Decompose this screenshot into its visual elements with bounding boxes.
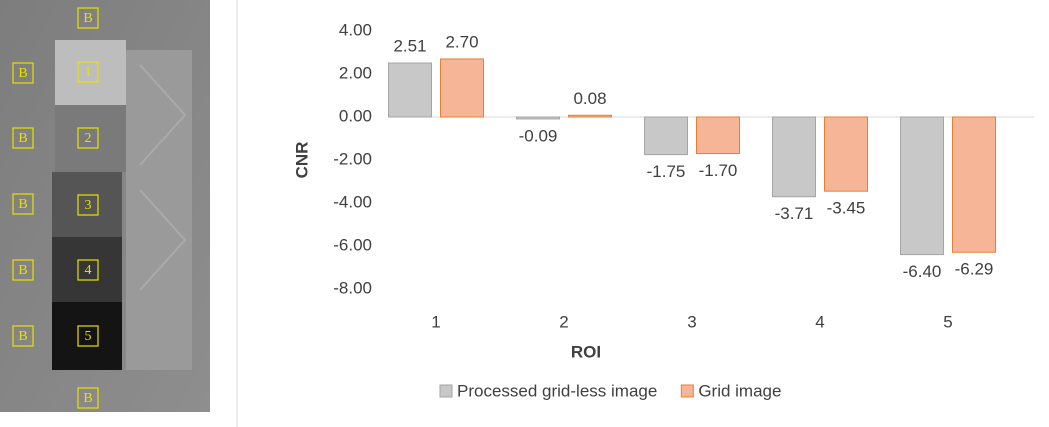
y-tick-label: 2.00 (339, 63, 372, 82)
legend-label: Grid image (698, 381, 781, 400)
bar (696, 116, 740, 155)
value-label: -3.45 (827, 199, 866, 218)
y-tick-label: 0.00 (339, 106, 372, 125)
roi-box (77, 127, 99, 149)
bar (900, 116, 944, 256)
x-tick-label: 4 (815, 312, 824, 331)
roi-label: 3 (85, 198, 92, 213)
roi-box (77, 325, 99, 347)
roi-square (52, 302, 122, 370)
roi-box (77, 194, 99, 216)
roi-square (52, 237, 122, 302)
x-tick-label: 1 (431, 312, 440, 331)
value-label: -0.09 (519, 126, 558, 145)
value-label: 0.08 (573, 89, 606, 108)
xray-image (0, 0, 210, 412)
y-tick-label: -6.00 (333, 235, 372, 254)
roi-label: B (18, 329, 27, 344)
roi-square (52, 172, 122, 237)
y-tick-label: -2.00 (333, 149, 372, 168)
roi-label: B (18, 197, 27, 212)
bar (824, 116, 868, 192)
value-label: -1.70 (699, 161, 738, 180)
roi-square (55, 40, 126, 105)
legend-label: Processed grid-less image (457, 381, 657, 400)
bar (644, 116, 688, 156)
value-label: -6.40 (903, 262, 942, 281)
roi-square (55, 105, 126, 172)
value-label: -3.71 (775, 204, 814, 223)
value-label: -6.29 (955, 260, 994, 279)
bar (952, 116, 996, 253)
x-axis-label: ROI (571, 342, 601, 361)
legend-swatch (680, 384, 694, 398)
y-tick-label: -8.00 (333, 278, 372, 297)
roi-label: 5 (85, 329, 92, 344)
y-tick-label: 4.00 (339, 20, 372, 39)
roi-label: B (18, 131, 27, 146)
roi-label: 2 (85, 131, 92, 146)
roi-label: 1 (85, 65, 92, 80)
roi-label: B (18, 263, 27, 278)
value-label: 2.70 (445, 32, 478, 51)
x-tick-label: 2 (559, 312, 568, 331)
bar (516, 116, 560, 120)
roi-box (77, 259, 99, 281)
roi-box (12, 259, 34, 281)
value-label: 2.51 (393, 37, 426, 56)
roi-label: 4 (85, 263, 92, 278)
x-tick-label: 3 (687, 312, 696, 331)
bar (440, 58, 484, 118)
bar (772, 116, 816, 198)
roi-box (12, 127, 34, 149)
roi-label: B (83, 391, 92, 406)
y-tick-label: -4.00 (333, 192, 372, 211)
roi-label: B (83, 11, 92, 26)
roi-box (77, 387, 99, 409)
bar (388, 62, 432, 118)
legend-swatch (439, 384, 453, 398)
wedge-lines (139, 64, 187, 291)
roi-box (77, 7, 99, 29)
x-tick-label: 5 (943, 312, 952, 331)
roi-box (12, 62, 34, 84)
roi-box (12, 193, 34, 215)
bar (568, 114, 612, 118)
roi-box (77, 61, 99, 83)
roi-label: B (18, 66, 27, 81)
roi-box (12, 325, 34, 347)
y-axis-label: CNR (292, 142, 311, 179)
value-label: -1.75 (647, 162, 686, 181)
